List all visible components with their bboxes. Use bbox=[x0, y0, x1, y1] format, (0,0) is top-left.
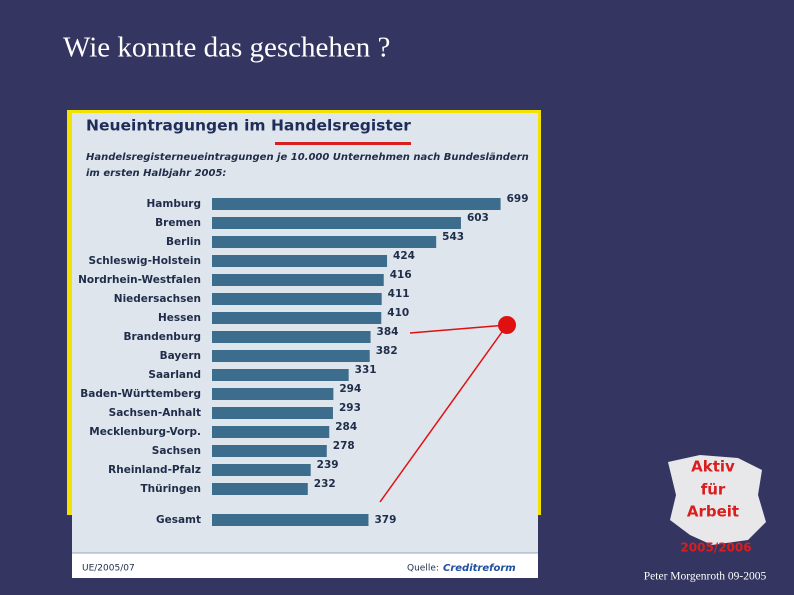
value-label: 239 bbox=[317, 459, 339, 471]
title-underline bbox=[275, 142, 411, 145]
category-label: Baden-Württemberg bbox=[80, 388, 201, 400]
bar bbox=[212, 464, 311, 476]
bars: Hamburg 699 Bremen 603 Berlin 543 Schleswig-Ho… bbox=[78, 193, 529, 526]
annotation-line bbox=[379, 324, 508, 503]
value-label: 384 bbox=[377, 326, 399, 338]
category-label: Schleswig-Holstein bbox=[89, 255, 201, 267]
chart-subtitle: im ersten Halbjahr 2005: bbox=[86, 168, 226, 179]
category-label: Sachsen bbox=[152, 445, 201, 457]
logo-text: Aktiv bbox=[691, 458, 735, 476]
bar bbox=[212, 407, 333, 419]
category-label: Nordrhein-Westfalen bbox=[78, 274, 201, 286]
bar bbox=[212, 388, 334, 400]
chart-title: Neueintragungen im Handelsregister bbox=[86, 117, 411, 135]
category-label: Gesamt bbox=[156, 514, 201, 526]
value-label: 699 bbox=[507, 193, 529, 205]
value-label: 294 bbox=[339, 383, 361, 395]
value-label: 411 bbox=[388, 288, 410, 300]
logo-text: für bbox=[701, 481, 726, 499]
bar bbox=[212, 445, 327, 457]
bar bbox=[212, 331, 371, 343]
bar bbox=[212, 293, 382, 305]
bar bbox=[212, 426, 330, 438]
logo-text: Arbeit bbox=[687, 503, 739, 521]
chart-code: UE/2005/07 bbox=[82, 564, 135, 574]
bar bbox=[212, 236, 437, 248]
category-label: Saarland bbox=[148, 369, 201, 381]
author: Peter Morgenroth 09-2005 bbox=[644, 571, 767, 583]
bar bbox=[212, 274, 384, 286]
category-label: Rheinland-Pfalz bbox=[108, 464, 201, 476]
category-label: Thüringen bbox=[141, 483, 201, 495]
logo-map bbox=[668, 455, 766, 545]
category-label: Hessen bbox=[158, 312, 201, 324]
value-label: 382 bbox=[376, 345, 398, 357]
value-label: 284 bbox=[335, 421, 357, 433]
bar bbox=[212, 312, 382, 324]
bar bbox=[212, 217, 461, 229]
bar bbox=[212, 350, 370, 362]
value-label: 416 bbox=[390, 269, 412, 281]
value-label: 331 bbox=[355, 364, 377, 376]
value-label: 543 bbox=[442, 231, 464, 243]
value-label: 379 bbox=[374, 514, 396, 526]
value-label: 410 bbox=[387, 307, 409, 319]
value-label: 293 bbox=[339, 402, 361, 414]
slide-title: Wie konnte das geschehen ? bbox=[63, 32, 390, 64]
chart-subtitle: Handelsregisterneueintragungen je 10.000… bbox=[86, 152, 529, 163]
bar bbox=[212, 483, 308, 495]
value-label: 424 bbox=[393, 250, 415, 262]
value-label: 232 bbox=[314, 478, 336, 490]
annotation-line bbox=[409, 324, 508, 334]
bar bbox=[212, 369, 349, 381]
category-label: Sachsen-Anhalt bbox=[109, 407, 201, 419]
category-label: Hamburg bbox=[147, 198, 202, 210]
annotation-dot bbox=[498, 316, 516, 334]
bar bbox=[212, 255, 388, 267]
bar bbox=[212, 198, 501, 210]
category-label: Niedersachsen bbox=[114, 293, 201, 305]
value-label: 278 bbox=[333, 440, 355, 452]
logo-years: 2005/2006 bbox=[680, 541, 751, 555]
value-label: 603 bbox=[467, 212, 489, 224]
source: Creditreform bbox=[443, 563, 516, 574]
category-label: Brandenburg bbox=[123, 331, 201, 343]
bar bbox=[212, 514, 369, 526]
category-label: Bremen bbox=[155, 217, 201, 229]
category-label: Berlin bbox=[166, 236, 201, 248]
category-label: Bayern bbox=[160, 350, 201, 362]
source-label: Quelle: bbox=[407, 564, 439, 574]
category-label: Mecklenburg-Vorp. bbox=[89, 426, 201, 438]
